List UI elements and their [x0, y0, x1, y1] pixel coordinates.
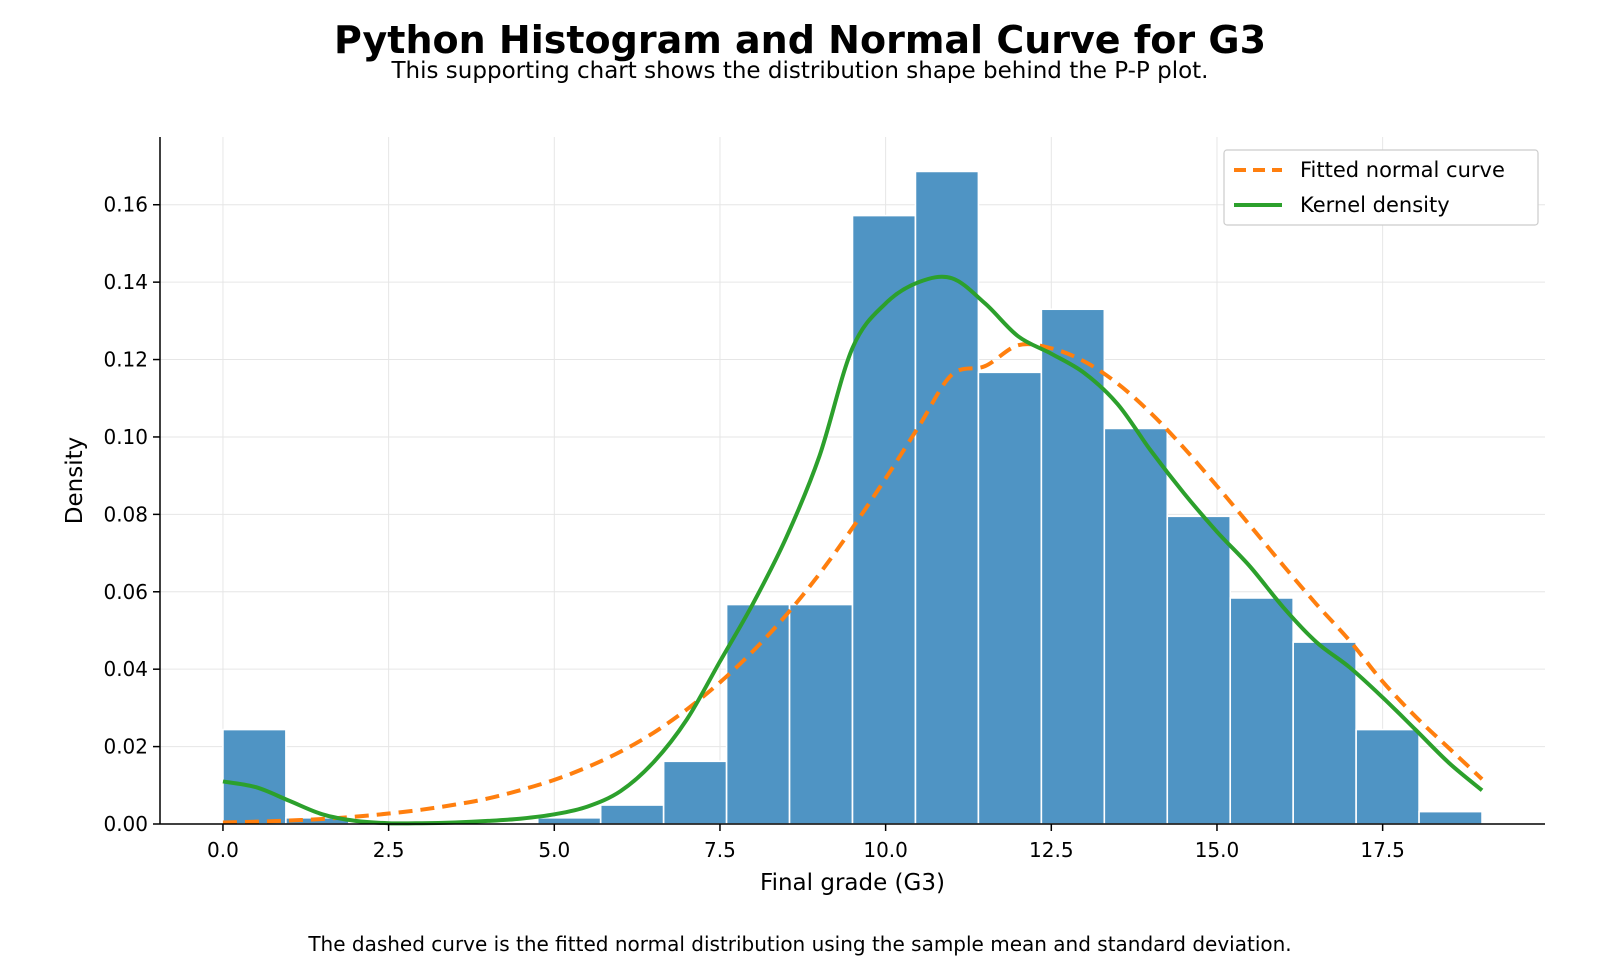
curves — [222, 274, 1484, 826]
legend-label-normal-curve: Fitted normal curve — [1300, 158, 1505, 182]
chart-footnote: The dashed curve is the fitted normal di… — [308, 932, 1292, 956]
x-tick-label: 10.0 — [863, 838, 908, 862]
histogram-bar — [977, 371, 1043, 825]
legend-box — [1223, 149, 1539, 226]
y-tick-label: 0.00 — [103, 812, 148, 836]
chart-subtitle: This supporting chart shows the distribu… — [391, 58, 1209, 84]
legend-label-kernel-density: Kernel density — [1300, 193, 1450, 217]
y-tick-label: 0.04 — [103, 657, 148, 681]
histogram-bar — [1418, 810, 1483, 825]
histogram-bar — [662, 760, 728, 825]
histogram-bar — [1103, 427, 1169, 825]
x-tick-label: 12.5 — [1029, 838, 1074, 862]
x-tick-label: 5.0 — [538, 838, 570, 862]
y-tick-label: 0.02 — [103, 735, 148, 759]
x-axis-label: Final grade (G3) — [760, 870, 945, 896]
y-tick-label: 0.06 — [103, 580, 148, 604]
histogram-bar — [536, 817, 602, 825]
y-tick-label: 0.12 — [103, 348, 148, 372]
x-tick-label: 0.0 — [207, 838, 239, 862]
y-tick-label: 0.14 — [103, 270, 148, 294]
histogram-bar — [1292, 641, 1357, 825]
x-tick-label: 17.5 — [1360, 838, 1405, 862]
histogram-bar — [851, 214, 917, 825]
histogram-bars — [222, 170, 1483, 825]
tick-labels: 0.0 2.5 5.0 7.5 10.0 12.5 15.0 17.5 0.00 0.02 0.04… — [103, 193, 1404, 862]
x-tick-label: 7.5 — [704, 838, 736, 862]
y-tick-label: 0.16 — [103, 193, 148, 217]
histogram-bar — [788, 603, 854, 825]
histogram-bar — [1229, 597, 1294, 825]
histogram-bar — [914, 170, 980, 825]
normal-curve-line — [222, 342, 1484, 825]
histogram-bar — [222, 728, 287, 825]
chart-title: Python Histogram and Normal Curve for G3 — [333, 18, 1267, 62]
histogram-bar — [1355, 728, 1420, 825]
x-tick-label: 15.0 — [1195, 838, 1240, 862]
histogram-bar — [599, 804, 665, 825]
histogram-bar — [1166, 515, 1232, 825]
x-tick-label: 2.5 — [373, 838, 405, 862]
y-tick-label: 0.08 — [103, 502, 148, 526]
histogram-bar — [1040, 308, 1106, 825]
kernel-density-line — [222, 274, 1484, 826]
axes — [159, 137, 1545, 825]
y-axis-label: Density — [62, 437, 88, 524]
y-tick-label: 0.10 — [103, 425, 148, 449]
legend: Fitted normal curve Kernel density — [1223, 149, 1539, 226]
